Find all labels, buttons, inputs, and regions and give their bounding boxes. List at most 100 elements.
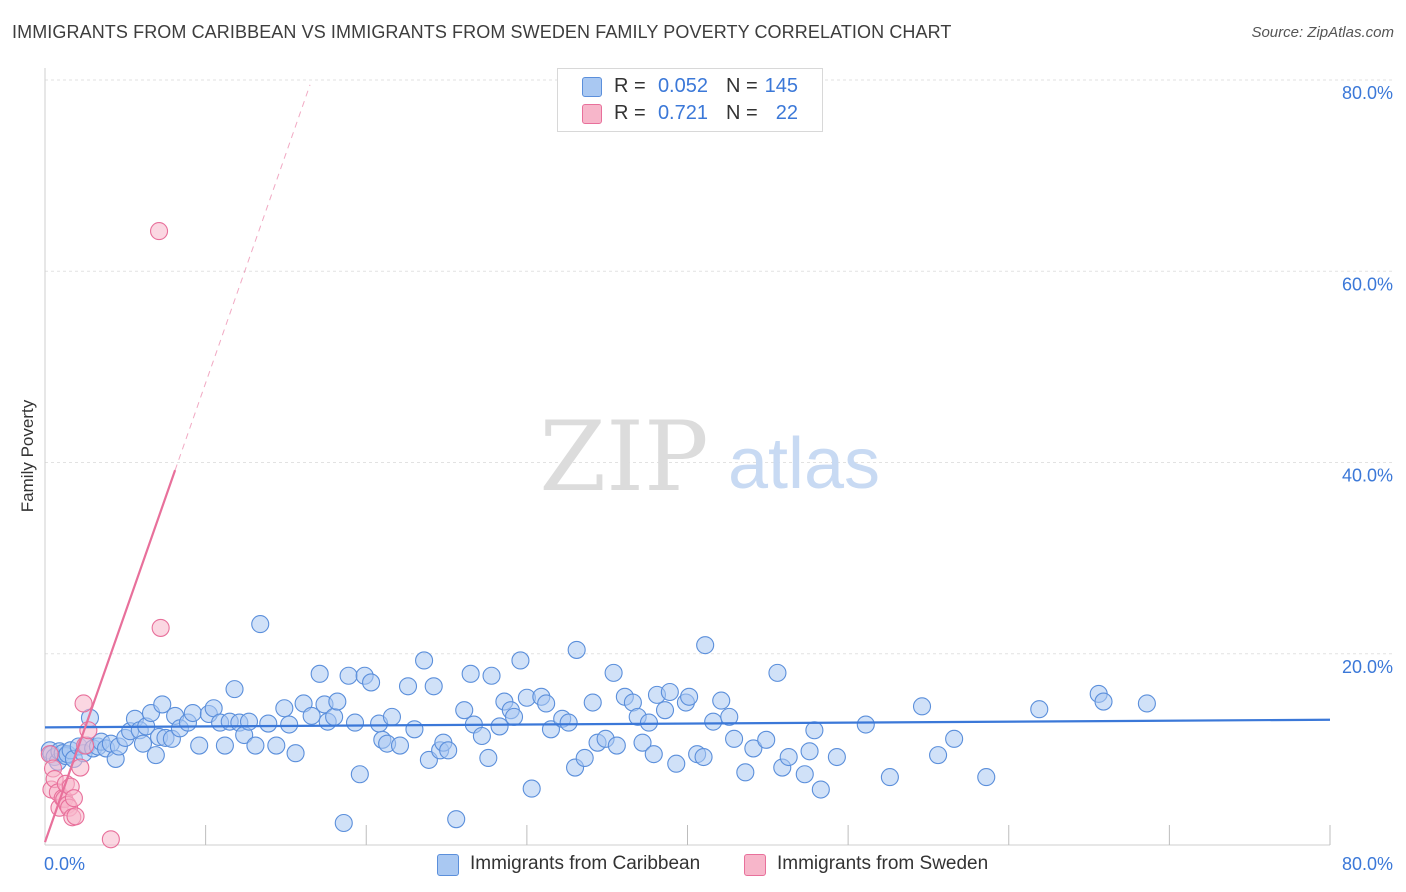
n-label: N = bbox=[726, 102, 758, 124]
caribbean-point bbox=[345, 713, 365, 732]
caribbean-point bbox=[286, 744, 305, 763]
caribbean-point bbox=[856, 715, 875, 734]
y-tick-label: 20.0% bbox=[1342, 657, 1393, 677]
caribbean-point bbox=[639, 713, 659, 732]
caribbean-point bbox=[447, 810, 466, 829]
caribbean-point bbox=[280, 715, 299, 734]
caribbean-point bbox=[259, 714, 278, 733]
legend-label: Immigrants from Sweden bbox=[777, 853, 989, 874]
watermark-zip: ZIP bbox=[539, 401, 708, 513]
caribbean-point bbox=[522, 779, 541, 798]
caribbean-point bbox=[694, 747, 713, 767]
caribbean-point bbox=[461, 664, 480, 683]
caribbean-point bbox=[398, 677, 418, 696]
caribbean-point bbox=[644, 745, 663, 764]
chart-title: IMMIGRANTS FROM CARIBBEAN VS IMMIGRANTS … bbox=[12, 22, 952, 42]
caribbean-point bbox=[704, 712, 723, 731]
caribbean-point bbox=[696, 636, 715, 655]
caribbean-point bbox=[472, 726, 491, 746]
caribbean-point bbox=[945, 729, 964, 748]
series-legend: Immigrants from Caribbean Immigrants fro… bbox=[0, 852, 1406, 878]
caribbean-point bbox=[251, 615, 270, 634]
caribbean-point bbox=[744, 739, 763, 758]
caribbean-points bbox=[40, 615, 1156, 833]
watermark: ZIP atlas bbox=[539, 401, 880, 513]
tick-labels: 20.0% 40.0% 60.0% 80.0% 0.0% 80.0% bbox=[44, 83, 1393, 874]
n-value: 22 bbox=[775, 102, 798, 124]
sweden-trend-extension bbox=[174, 84, 311, 471]
caribbean-point bbox=[239, 712, 259, 731]
caribbean-point bbox=[275, 699, 294, 718]
sweden-point bbox=[151, 618, 170, 637]
stats-row-sweden: R = 0.721 N = 22 bbox=[558, 101, 822, 127]
caribbean-point bbox=[667, 754, 686, 773]
caribbean-point bbox=[190, 736, 209, 755]
sweden-point bbox=[64, 789, 83, 808]
sweden-legend-swatch bbox=[744, 854, 766, 876]
caribbean-point bbox=[607, 736, 626, 755]
caribbean-point bbox=[575, 748, 594, 768]
caribbean-point bbox=[811, 780, 830, 799]
trend-lines bbox=[43, 84, 1331, 843]
caribbean-point bbox=[183, 703, 202, 723]
caribbean-point bbox=[583, 693, 602, 712]
caribbean-point bbox=[912, 697, 932, 716]
caribbean-point bbox=[215, 736, 234, 755]
caribbean-point bbox=[390, 736, 410, 755]
caribbean-point bbox=[334, 813, 353, 833]
y-tick-label: 60.0% bbox=[1342, 274, 1393, 294]
caribbean-point bbox=[537, 694, 556, 713]
caribbean-trend-line bbox=[44, 718, 1331, 729]
caribbean-point bbox=[736, 763, 755, 782]
r-value: 0.721 bbox=[657, 102, 708, 124]
caribbean-point bbox=[362, 673, 381, 692]
caribbean-point bbox=[559, 713, 578, 732]
sweden-point bbox=[101, 830, 120, 849]
caribbean-point bbox=[805, 721, 824, 740]
caribbean-point bbox=[660, 682, 679, 702]
caribbean-point bbox=[725, 729, 744, 748]
caribbean-point bbox=[310, 664, 329, 683]
caribbean-point bbox=[827, 747, 846, 767]
caribbean-point bbox=[712, 691, 731, 710]
caribbean-point bbox=[800, 742, 819, 761]
r-label: R = bbox=[614, 75, 646, 97]
caribbean-point bbox=[720, 707, 739, 726]
caribbean-point bbox=[1030, 700, 1049, 719]
caribbean-point bbox=[633, 733, 652, 752]
legend-label: Immigrants from Caribbean bbox=[470, 853, 701, 874]
caribbean-point bbox=[405, 720, 424, 739]
caribbean-point bbox=[490, 717, 509, 736]
y-tick-label: 40.0% bbox=[1342, 466, 1393, 486]
caribbean-point bbox=[246, 736, 265, 755]
source-label: Source: ZipAtlas.com bbox=[1251, 24, 1394, 41]
caribbean-point bbox=[479, 748, 498, 768]
n-value: 145 bbox=[764, 75, 798, 97]
axes bbox=[44, 68, 1331, 846]
sweden-point bbox=[71, 758, 90, 777]
x-tick-label: 0.0% bbox=[44, 854, 85, 874]
caribbean-point bbox=[655, 701, 675, 720]
caribbean-point bbox=[146, 746, 165, 765]
caribbean-point bbox=[133, 734, 153, 753]
caribbean-point bbox=[880, 768, 899, 787]
gridlines bbox=[45, 79, 1392, 655]
caribbean-point bbox=[455, 701, 474, 720]
sweden-swatch bbox=[582, 104, 602, 124]
y-tick-label: 80.0% bbox=[1342, 83, 1393, 103]
caribbean-legend-swatch bbox=[437, 854, 459, 876]
watermark-atlas: atlas bbox=[728, 424, 880, 504]
caribbean-swatch bbox=[582, 77, 602, 97]
n-label: N = bbox=[726, 75, 758, 97]
caribbean-point bbox=[1137, 694, 1156, 713]
caribbean-point bbox=[504, 707, 524, 726]
sweden-point bbox=[74, 694, 93, 713]
caribbean-point bbox=[350, 765, 369, 784]
caribbean-point bbox=[153, 695, 172, 714]
caribbean-point bbox=[415, 651, 434, 670]
sweden-trend-line bbox=[43, 469, 177, 843]
caribbean-point bbox=[1094, 692, 1113, 711]
r-label: R = bbox=[614, 102, 646, 124]
caribbean-point bbox=[328, 692, 347, 711]
